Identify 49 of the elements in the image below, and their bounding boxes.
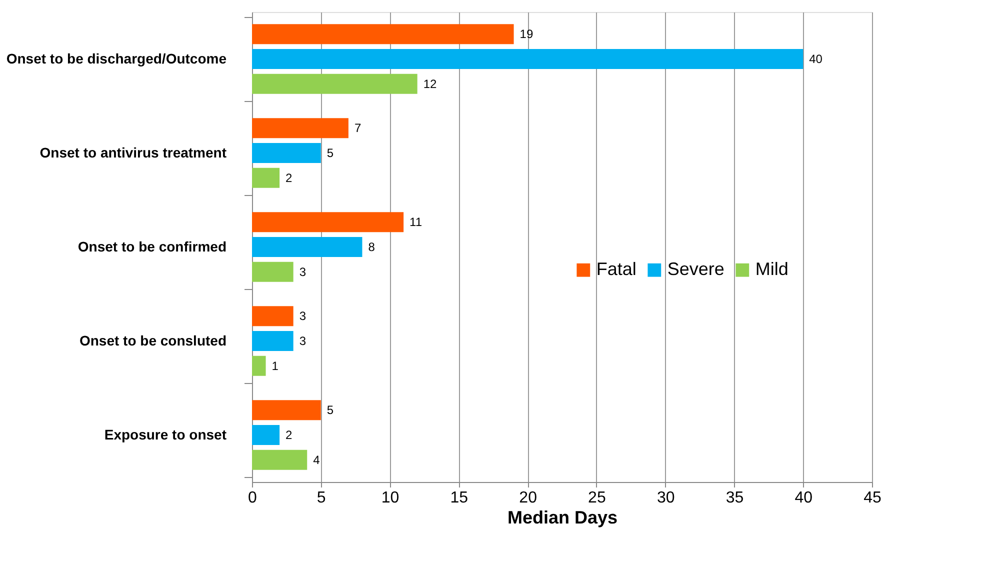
data-label: 4 [313, 452, 320, 467]
data-label: 8 [368, 240, 376, 254]
data-label: 5 [326, 403, 334, 418]
x-tick-label: 25 [588, 490, 606, 506]
legend-label: Fatal [596, 259, 636, 280]
x-axis-title: Median Days [507, 508, 618, 528]
data-label: 12 [423, 76, 438, 91]
data-label: 2 [286, 428, 293, 442]
bar [252, 74, 418, 94]
bar [252, 400, 321, 420]
data-label: 3 [299, 309, 306, 324]
data-label: 7 [354, 121, 362, 136]
y-tick-label: Onset to antivirus treatment [40, 144, 227, 160]
x-tick-label: 0 [248, 490, 258, 506]
bar [252, 212, 404, 232]
x-tick-label: 45 [864, 490, 882, 506]
bar [252, 425, 280, 445]
bar [252, 143, 321, 163]
bar [252, 262, 294, 282]
bar [252, 450, 308, 470]
data-label: 5 [326, 146, 334, 160]
data-label: 11 [410, 215, 422, 230]
bar [252, 356, 266, 376]
y-tick-label: Exposure to onset [104, 426, 227, 442]
bar [252, 168, 280, 188]
y-tick-label: Onset to be discharged/Outcome [6, 50, 227, 66]
bar [252, 24, 514, 44]
bar [252, 118, 348, 138]
x-tick-label: 35 [726, 490, 744, 506]
x-tick-label: 10 [381, 490, 400, 506]
data-label: 40 [809, 52, 823, 66]
bar [252, 49, 804, 69]
x-tick-label: 20 [519, 490, 538, 506]
x-tick-label: 5 [316, 490, 326, 506]
x-tick-label: 40 [794, 490, 813, 506]
bar [252, 306, 294, 326]
legend-label: Mild [755, 259, 788, 280]
data-label: 2 [286, 170, 293, 185]
data-label: 19 [520, 27, 534, 42]
bar [252, 237, 362, 257]
legend-label: Severe [667, 259, 724, 280]
data-label: 1 [272, 358, 279, 373]
data-label: 3 [299, 334, 306, 348]
data-label: 3 [299, 264, 306, 279]
x-tick-label: 15 [450, 490, 468, 506]
bar [252, 331, 294, 351]
y-tick-label: Onset to be consluted [79, 332, 226, 348]
y-tick-label: Onset to be confirmed [78, 238, 226, 254]
x-tick-label: 30 [656, 490, 675, 506]
